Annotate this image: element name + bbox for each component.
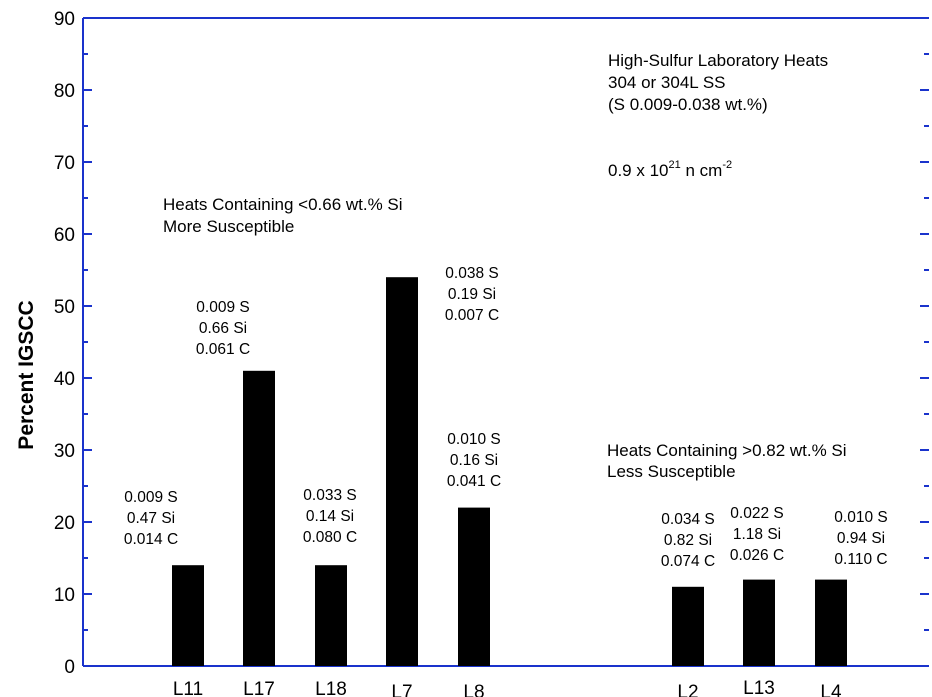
fluence-base: 0.9 x 10 bbox=[608, 161, 669, 180]
bar-annotation-L7: 0.038 S 0.19 Si 0.007 C bbox=[445, 265, 499, 324]
x-tick-label: L8 bbox=[463, 682, 484, 697]
heat-description-line-2: 304 or 304L SS bbox=[608, 73, 726, 92]
annotation-line: 0.009 S bbox=[196, 299, 249, 316]
annotation-line: 0.080 C bbox=[303, 529, 357, 546]
bar-L2 bbox=[672, 586, 704, 666]
annotation-line: 0.47 Si bbox=[127, 510, 175, 527]
annotation-line: 0.026 C bbox=[730, 547, 784, 564]
bar-annotation-L18: 0.033 S 0.14 Si 0.080 C bbox=[303, 487, 357, 546]
annotation-line: 1.18 Si bbox=[733, 526, 781, 543]
annotation-line: 0.14 Si bbox=[306, 508, 354, 525]
bar-annotation-L17: 0.009 S 0.66 Si 0.061 C bbox=[196, 299, 250, 358]
annotation-line: 0.074 C bbox=[661, 553, 715, 570]
bar-annotation-L11: 0.009 S 0.47 Si 0.014 C bbox=[124, 489, 178, 548]
y-axis-label: Percent IGSCC bbox=[15, 300, 38, 449]
x-tick-label: L17 bbox=[243, 679, 275, 697]
annotation-line: 0.66 Si bbox=[199, 320, 247, 337]
bar-L17 bbox=[243, 370, 275, 666]
annotation-line: 0.010 S bbox=[447, 431, 500, 448]
high-si-note-line-1: Heats Containing >0.82 wt.% Si bbox=[607, 441, 847, 460]
x-tick-label: L11 bbox=[173, 679, 203, 697]
annotation-line: 0.009 S bbox=[124, 489, 177, 506]
bar-L11 bbox=[172, 565, 204, 666]
annotation-line: 0.061 C bbox=[196, 341, 250, 358]
annotation-line: 0.110 C bbox=[834, 551, 887, 568]
bar-L8 bbox=[458, 507, 490, 666]
x-tick-label: L18 bbox=[315, 679, 347, 697]
annotation-line: 0.010 S bbox=[834, 509, 887, 526]
bar-annotation-L13: 0.022 S 1.18 Si 0.026 C bbox=[730, 505, 784, 564]
x-tick-label: L13 bbox=[743, 678, 775, 697]
y-tick-label: 30 bbox=[54, 441, 75, 462]
y-tick-label: 0 bbox=[64, 657, 75, 678]
fluence-unit-exponent: -2 bbox=[722, 159, 732, 171]
heat-description-line-3: (S 0.009-0.038 wt.%) bbox=[608, 95, 768, 114]
annotation-line: 0.034 S bbox=[661, 511, 714, 528]
annotation-line: 0.014 C bbox=[124, 531, 178, 548]
bar-annotation-L4: 0.010 S 0.94 Si 0.110 C bbox=[834, 509, 887, 568]
y-ticks: 0 10 20 30 40 50 60 70 80 90 bbox=[54, 9, 929, 678]
fluence-unit: n cm bbox=[681, 161, 723, 180]
low-si-group-note: Heats Containing <0.66 wt.% Si More Susc… bbox=[163, 195, 403, 236]
y-tick-label: 10 bbox=[54, 585, 75, 606]
y-tick-label: 70 bbox=[54, 153, 75, 174]
bar-annotations: 0.009 S 0.47 Si 0.014 C 0.009 S 0.66 Si 0.061… bbox=[124, 265, 888, 570]
annotation-line: 0.82 Si bbox=[664, 532, 712, 549]
category-labels: L11 L17 L18 L7 L8 L2 L13 L4 bbox=[173, 678, 842, 697]
x-tick-label: L4 bbox=[820, 682, 842, 697]
annotation-line: 0.19 Si bbox=[448, 286, 496, 303]
y-tick-label: 60 bbox=[54, 225, 75, 246]
y-tick-label: 40 bbox=[54, 369, 75, 390]
annotation-line: 0.041 C bbox=[447, 473, 501, 490]
high-si-note-line-2: Less Susceptible bbox=[607, 462, 736, 481]
heat-description: High-Sulfur Laboratory Heats 304 or 304L… bbox=[608, 51, 828, 114]
y-tick-label: 20 bbox=[54, 513, 75, 534]
bar-L13 bbox=[743, 579, 775, 666]
bar-L18 bbox=[315, 565, 347, 666]
y-tick-label: 50 bbox=[54, 297, 75, 318]
bar-annotation-L8: 0.010 S 0.16 Si 0.041 C bbox=[447, 431, 501, 490]
annotation-line: 0.94 Si bbox=[837, 530, 885, 547]
x-tick-label: L7 bbox=[391, 682, 412, 697]
fluence-label: 0.9 x 1021 n cm-2 bbox=[608, 159, 732, 180]
heat-description-line-1: High-Sulfur Laboratory Heats bbox=[608, 51, 828, 70]
bar-L7 bbox=[386, 277, 418, 666]
high-si-group-note: Heats Containing >0.82 wt.% Si Less Susc… bbox=[607, 441, 847, 481]
fluence-exponent: 21 bbox=[669, 159, 681, 171]
y-tick-label: 90 bbox=[54, 9, 75, 30]
x-tick-label: L2 bbox=[677, 682, 698, 697]
bar-annotation-L2: 0.034 S 0.82 Si 0.074 C bbox=[661, 511, 715, 570]
low-si-note-line-1: Heats Containing <0.66 wt.% Si bbox=[163, 195, 403, 214]
y-tick-label: 80 bbox=[54, 81, 75, 102]
annotation-line: 0.007 C bbox=[445, 307, 499, 324]
annotation-line: 0.038 S bbox=[445, 265, 498, 282]
annotation-line: 0.033 S bbox=[303, 487, 356, 504]
bars bbox=[172, 277, 847, 666]
bar-L4 bbox=[815, 579, 847, 666]
annotation-line: 0.16 Si bbox=[450, 452, 498, 469]
low-si-note-line-2: More Susceptible bbox=[163, 217, 294, 236]
annotation-line: 0.022 S bbox=[730, 505, 783, 522]
